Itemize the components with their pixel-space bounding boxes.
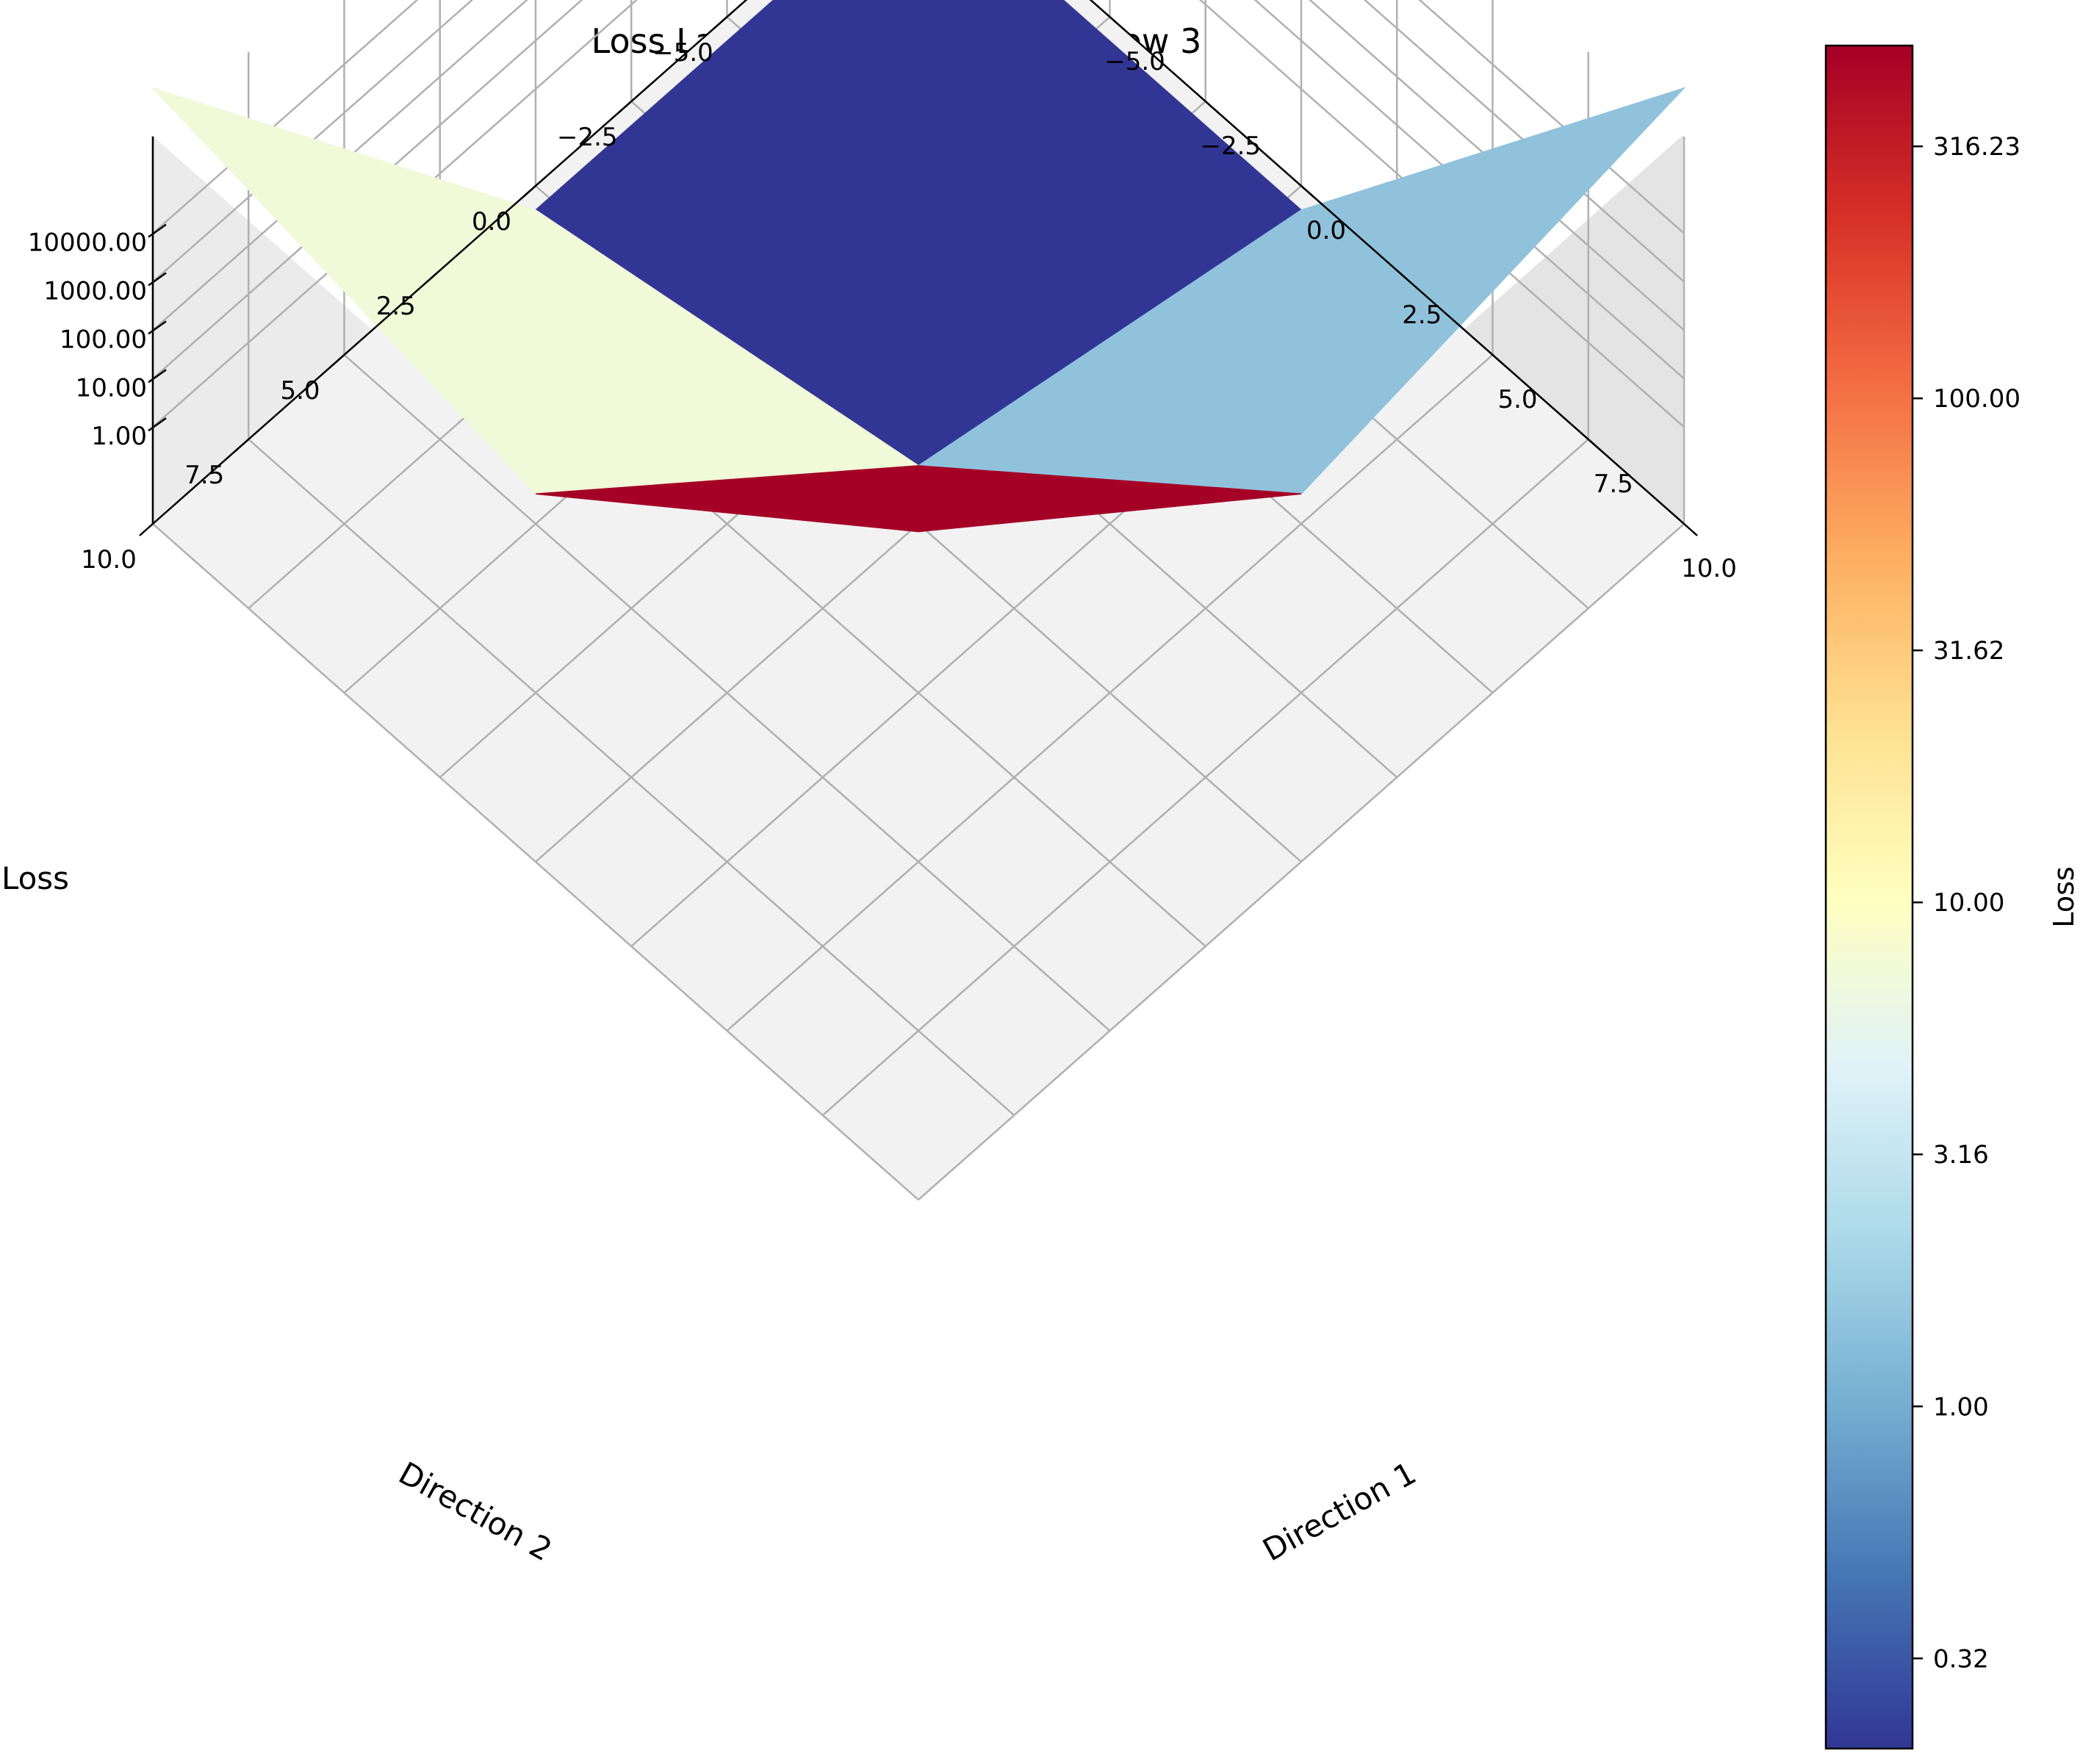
grid-line	[821, 439, 1589, 1116]
y-tick-label: 0.0	[472, 207, 511, 237]
x-tick-label: 0.0	[1306, 216, 1346, 245]
z-tick-label: 10.00	[76, 373, 147, 403]
y-tick-label: −5.0	[652, 38, 713, 68]
z-tick	[148, 369, 167, 384]
z-tick-label: 1.00	[91, 422, 147, 451]
colorbar-label: Loss	[2048, 866, 2080, 927]
surface-face	[535, 465, 1302, 533]
x-tick	[1492, 354, 1507, 367]
grid-line	[152, 523, 919, 1200]
y-tick-label: 7.5	[184, 461, 224, 490]
x-tick-label: 5.0	[1497, 385, 1537, 414]
z-tick	[148, 272, 167, 287]
x-tick	[1300, 185, 1315, 198]
grid-line	[726, 354, 1494, 1032]
grid-line	[343, 354, 1111, 1032]
grid-line	[248, 439, 1015, 1116]
z-tick-label: 1000.00	[43, 277, 147, 306]
x-tick	[1587, 439, 1602, 452]
z-tick	[148, 320, 167, 335]
colorbar-tick-label: 3.16	[1933, 1140, 1989, 1170]
y-tick	[617, 101, 633, 114]
x-tick	[1396, 270, 1411, 283]
axes: −10.0−7.5−5.0−2.50.02.55.07.510.0−10.0−7…	[28, 0, 1737, 583]
colorbar-tick-label: 10.00	[1933, 888, 2004, 918]
x-tick-label: 7.5	[1594, 469, 1633, 499]
z-tick	[148, 223, 167, 238]
colorbar-tick-label: 1.00	[1933, 1392, 1989, 1422]
surface	[151, 0, 1686, 533]
y-tick	[139, 523, 154, 536]
x-tick-label: 10.0	[1681, 554, 1737, 583]
colorbar-tick-label: 100.00	[1933, 384, 2021, 414]
colorbar	[1824, 44, 1914, 1750]
grid-line	[152, 0, 1685, 283]
colorbar-tick-label: 31.62	[1933, 636, 2004, 666]
z-tick-label: 100.00	[60, 325, 147, 354]
x-tick	[1109, 16, 1124, 29]
y-tick-label: 2.5	[376, 292, 416, 321]
colorbar-tick-label: 0.32	[1933, 1644, 1989, 1674]
y-tick-label: 5.0	[280, 376, 320, 406]
y-tick	[522, 185, 536, 198]
y-tick	[330, 354, 345, 367]
grid-line	[152, 0, 1685, 380]
y-tick	[425, 270, 441, 283]
x-tick-label: −5.0	[1104, 47, 1165, 76]
y-tick-label: −2.5	[557, 123, 618, 152]
grid-line	[152, 0, 1685, 234]
x-tick-label: −2.5	[1200, 132, 1261, 161]
z-axis-label: Loss	[1, 860, 69, 896]
grid-line	[152, 0, 1685, 331]
y-tick	[234, 439, 250, 452]
z-tick	[148, 417, 167, 432]
y-axis-label: Direction 2	[393, 1455, 558, 1568]
x-axis-label: Direction 1	[1257, 1455, 1422, 1568]
z-tick-label: 10000.00	[28, 228, 147, 258]
colorbar-ticks: 0.32 1.00 3.16 10.00 31.62 100.00 316.23	[1913, 132, 2021, 1674]
x-tick	[1204, 101, 1220, 114]
x-tick	[1683, 523, 1698, 536]
grid-line	[918, 523, 1685, 1200]
y-tick	[713, 16, 728, 29]
x-tick-label: 2.5	[1402, 300, 1442, 330]
colorbar-tick-label: 316.23	[1933, 132, 2021, 162]
y-tick-label: 10.0	[81, 545, 137, 575]
